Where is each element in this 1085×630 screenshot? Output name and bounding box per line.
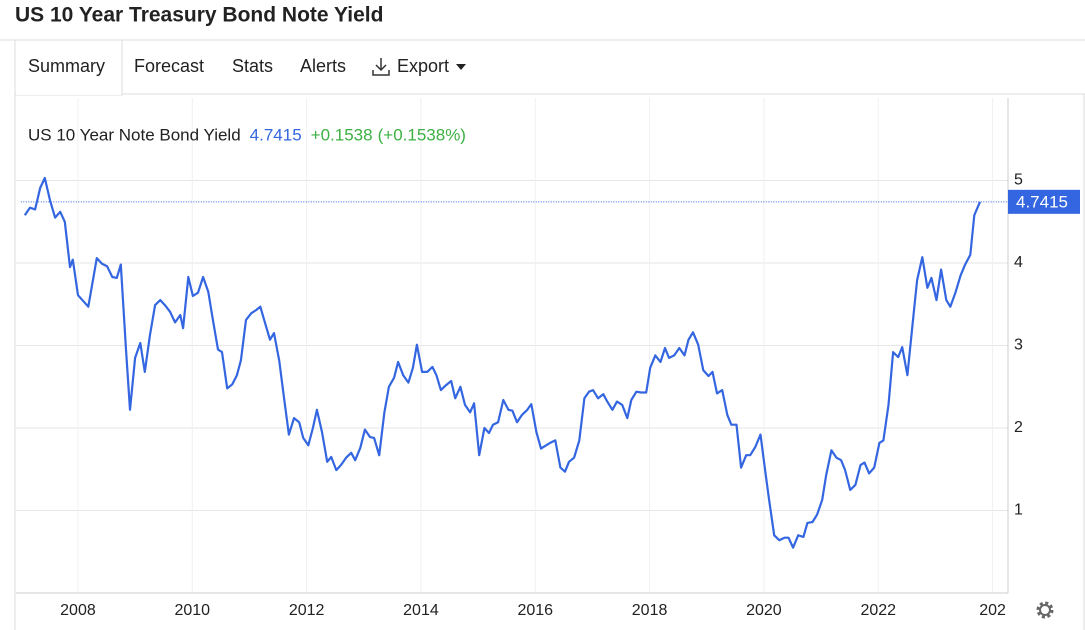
tab[interactable]: Forecast: [134, 56, 204, 76]
tab[interactable]: Stats: [232, 56, 273, 76]
gear-ring: [1039, 604, 1051, 616]
legend-text: US 10 Year Note Bond Yield: [28, 125, 241, 144]
y-tick-label: 3: [1014, 337, 1023, 354]
last-value-badge: [1008, 189, 1080, 214]
dropdown-caret: [456, 64, 466, 70]
x-tick-label: 2012: [289, 602, 325, 619]
y-tick-label: 4: [1014, 254, 1023, 271]
x-tick-label: 2022: [860, 602, 896, 619]
last-value-label: 4.7415: [1016, 192, 1068, 211]
x-tick-label: 202: [979, 602, 1006, 619]
y-tick-label: 2: [1014, 419, 1023, 436]
x-tick-label: 2014: [403, 602, 439, 619]
x-tick-label: 2018: [632, 602, 668, 619]
download-icon: [372, 58, 390, 76]
page-title: US 10 Year Treasury Bond Note Yield: [15, 4, 383, 27]
gear-teeth: [1036, 601, 1054, 619]
settings-icon[interactable]: [1036, 601, 1054, 619]
tab[interactable]: Summary: [28, 56, 105, 76]
legend-text: (+0.1538%): [378, 125, 466, 144]
x-tick-label: 2008: [60, 602, 96, 619]
tab[interactable]: Alerts: [300, 56, 346, 76]
y-tick-label: 1: [1014, 502, 1023, 519]
x-tick-label: 2010: [174, 602, 210, 619]
tab[interactable]: Export: [397, 56, 449, 76]
legend-text: +0.1538: [311, 125, 373, 144]
legend-text: 4.7415: [250, 125, 302, 144]
series-line: [23, 176, 982, 549]
y-tick-label: 5: [1014, 172, 1023, 189]
x-tick-label: 2020: [746, 602, 782, 619]
x-tick-label: 2016: [517, 602, 553, 619]
